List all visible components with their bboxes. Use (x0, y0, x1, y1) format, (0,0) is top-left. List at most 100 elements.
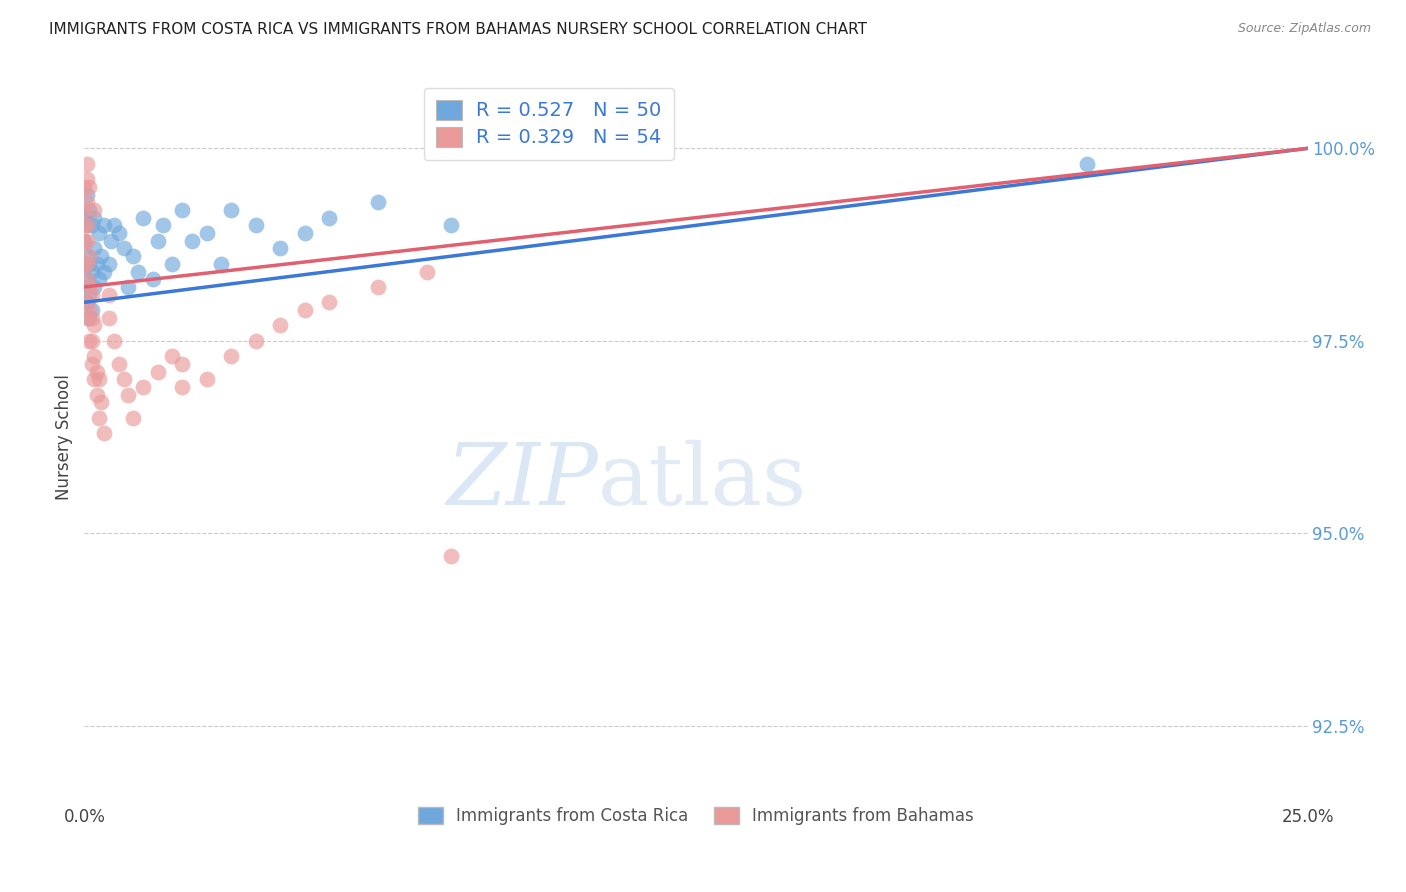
Point (77, 303, 100, 318)
Point (103, 219, 125, 233)
Point (367, 195, 389, 210)
Point (76, 295, 98, 310)
Point (87, 410, 110, 425)
Point (181, 234, 204, 248)
Point (97, 310, 120, 325)
Point (219, 349, 242, 363)
Point (172, 357, 194, 371)
Point (77, 310, 100, 325)
Point (97, 287, 120, 301)
Point (73, 257, 96, 271)
Point (77, 179, 100, 194)
Point (172, 380, 194, 394)
Point (117, 280, 139, 294)
Point (83, 349, 105, 363)
Point (245, 219, 267, 233)
Point (83, 202, 105, 217)
Point (318, 211, 340, 225)
Point (146, 365, 169, 379)
Point (93, 219, 115, 233)
Point (73, 280, 96, 294)
Point (122, 249, 145, 263)
Point (112, 242, 135, 256)
Point (73, 202, 96, 217)
Point (77, 280, 100, 294)
Point (76, 310, 98, 325)
Y-axis label: Nursery School: Nursery School (55, 374, 73, 500)
Point (142, 272, 165, 286)
Point (80, 219, 103, 233)
Text: Source: ZipAtlas.com: Source: ZipAtlas.com (1237, 22, 1371, 36)
Point (86, 257, 108, 271)
Point (122, 410, 145, 425)
Point (90, 395, 112, 409)
Point (97, 257, 120, 271)
Point (80, 264, 103, 278)
Point (132, 380, 155, 394)
Point (80, 357, 103, 371)
Point (77, 287, 100, 301)
Point (132, 211, 155, 225)
Point (103, 334, 125, 348)
Point (83, 211, 105, 225)
Point (77, 202, 100, 217)
Point (73, 179, 96, 194)
Point (73, 257, 96, 271)
Point (87, 226, 110, 240)
Point (73, 211, 96, 225)
Point (76, 295, 98, 310)
Point (269, 318, 291, 333)
Point (107, 226, 129, 240)
Point (83, 372, 105, 386)
Point (80, 303, 103, 318)
Point (73, 234, 96, 248)
Point (107, 357, 129, 371)
Text: atlas: atlas (598, 440, 807, 523)
Point (76, 219, 98, 233)
Point (416, 264, 439, 278)
Point (209, 257, 232, 271)
Point (77, 249, 100, 263)
Point (367, 280, 389, 294)
Point (440, 219, 463, 233)
Point (294, 303, 316, 318)
Point (90, 249, 112, 263)
Point (76, 272, 98, 286)
Point (162, 257, 184, 271)
Point (245, 334, 267, 348)
Point (127, 264, 149, 278)
Point (318, 295, 340, 310)
Legend: Immigrants from Costa Rica, Immigrants from Bahamas: Immigrants from Costa Rica, Immigrants f… (408, 797, 984, 835)
Point (172, 202, 194, 217)
Point (1076, 157, 1098, 171)
Point (86, 365, 108, 379)
Point (76, 257, 98, 271)
Point (76, 219, 98, 233)
Point (440, 549, 463, 564)
Point (73, 219, 96, 233)
Point (93, 264, 115, 278)
Point (77, 257, 100, 271)
Point (269, 242, 291, 256)
Point (162, 349, 184, 363)
Point (86, 388, 108, 402)
Point (76, 272, 98, 286)
Point (76, 249, 98, 263)
Point (294, 226, 316, 240)
Point (80, 310, 103, 325)
Point (83, 318, 105, 333)
Point (76, 172, 98, 186)
Point (80, 287, 103, 301)
Point (83, 280, 105, 294)
Point (80, 334, 103, 348)
Text: IMMIGRANTS FROM COSTA RICA VS IMMIGRANTS FROM BAHAMAS NURSERY SCHOOL CORRELATION: IMMIGRANTS FROM COSTA RICA VS IMMIGRANTS… (49, 22, 868, 37)
Point (76, 157, 98, 171)
Point (76, 234, 98, 248)
Point (100, 234, 122, 248)
Point (76, 195, 98, 210)
Point (83, 242, 105, 256)
Point (152, 219, 174, 233)
Point (219, 202, 242, 217)
Point (87, 272, 110, 286)
Point (195, 372, 218, 386)
